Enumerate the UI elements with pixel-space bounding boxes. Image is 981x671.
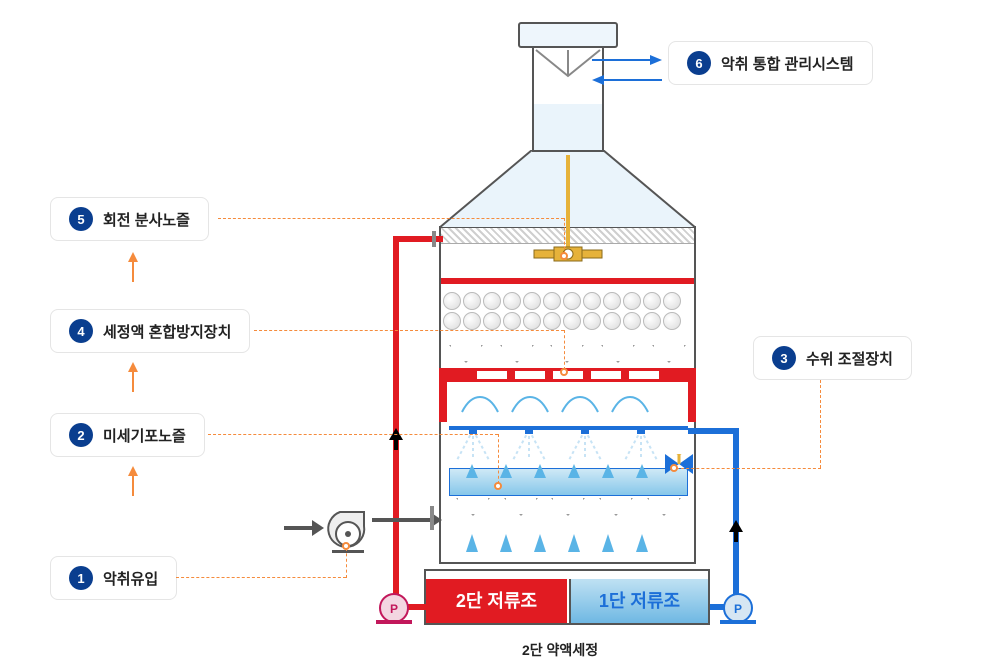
leader-4v (564, 330, 565, 370)
red-spray-header (441, 278, 694, 284)
leader-4-dot (560, 368, 568, 376)
badge-1: 1 (69, 566, 93, 590)
stage2-label: 2단 저류조 (456, 592, 537, 610)
label-5: 5 회전 분사노즐 (50, 197, 209, 241)
leader-1 (176, 577, 346, 578)
blue-valve (665, 454, 693, 474)
svg-text:P: P (390, 602, 398, 616)
inlet-air-arrows (452, 526, 684, 552)
label-4-text: 세정액 혼합방지장치 (103, 321, 231, 342)
badge-5: 5 (69, 207, 93, 231)
chevron-upper (441, 344, 694, 364)
reservoir-stage2: 2단 저류조 (426, 579, 567, 623)
leader-3v (820, 380, 821, 468)
order-arrow-24 (128, 362, 138, 392)
pump-left: P (376, 590, 412, 626)
label-1: 1 악취유입 (50, 556, 177, 600)
chevron-lower (449, 498, 688, 520)
label-6: 6 악취 통합 관리시스템 (668, 41, 873, 85)
stack-cap (518, 22, 618, 48)
badge-4: 4 (69, 319, 93, 343)
exhaust-arrows (592, 52, 662, 92)
inlet-arrow-1 (284, 520, 324, 536)
air-up-water (452, 460, 684, 478)
reservoir-stage1: 1단 저류조 (569, 579, 708, 623)
blue-flow-arrow (729, 520, 743, 542)
leader-4 (254, 330, 564, 331)
leader-5 (218, 218, 564, 219)
svg-text:P: P (734, 602, 742, 616)
rotating-nozzle (520, 155, 616, 265)
leader-2 (208, 434, 498, 435)
leader-2v (498, 434, 499, 484)
order-arrow-12 (128, 466, 138, 496)
leader-5v (564, 218, 565, 254)
caption: 2단 약액세정 (522, 640, 598, 660)
red-flow-arrow (389, 428, 403, 450)
red-pipe-vertical (393, 236, 399, 610)
badge-6: 6 (687, 51, 711, 75)
order-arrow-45 (128, 252, 138, 282)
label-1-text: 악취유입 (103, 568, 158, 589)
label-5-text: 회전 분사노즐 (103, 209, 190, 230)
red-flange (432, 231, 436, 247)
spray-cones (449, 430, 688, 464)
label-2: 2 미세기포노즐 (50, 413, 205, 457)
label-4: 4 세정액 혼합방지장치 (50, 309, 250, 353)
leader-1-dot (342, 542, 350, 550)
blue-pipe-top (688, 428, 739, 434)
badge-2: 2 (69, 423, 93, 447)
tray-leg-l (439, 382, 447, 422)
inlet-flange (430, 506, 434, 530)
blue-pipe-vertical (733, 428, 739, 610)
label-6-text: 악취 통합 관리시스템 (721, 53, 854, 74)
badge-3: 3 (772, 346, 796, 370)
label-3: 3 수위 조절장치 (753, 336, 912, 380)
pump-right: P (720, 590, 756, 626)
air-swirl-1 (452, 386, 684, 416)
label-2-text: 미세기포노즐 (103, 425, 186, 446)
leader-2-dot (494, 482, 502, 490)
label-3-text: 수위 조절장치 (806, 348, 893, 369)
leader-3-dot (670, 464, 678, 472)
stage1-label: 1단 저류조 (599, 592, 680, 610)
tray-leg-r (688, 382, 696, 422)
leader-3 (676, 468, 821, 469)
leader-1v (346, 548, 347, 578)
